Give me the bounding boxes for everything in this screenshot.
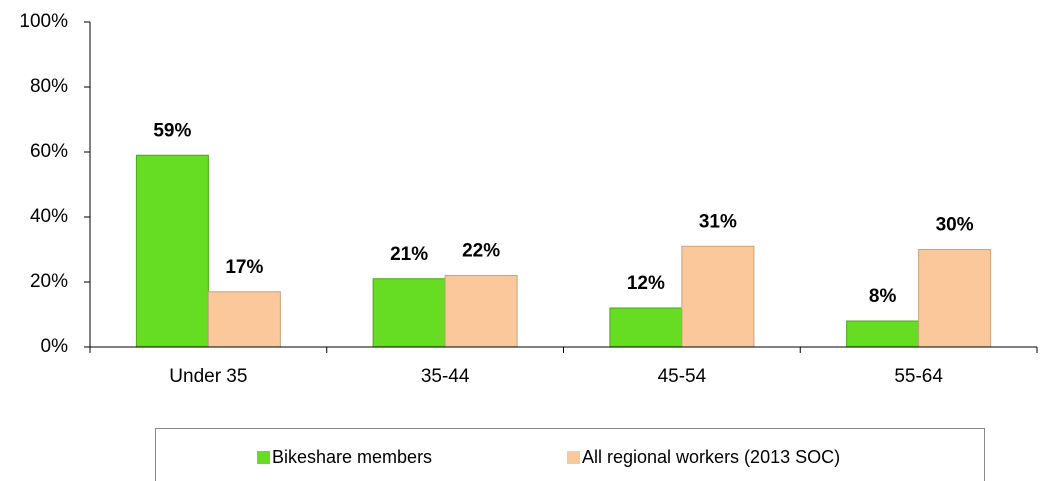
y-tick-label: 100% xyxy=(19,11,68,32)
bar xyxy=(681,245,755,348)
bar xyxy=(609,307,683,348)
y-tick-label: 0% xyxy=(41,336,69,357)
value-label: 59% xyxy=(153,120,191,141)
value-label: 8% xyxy=(869,286,897,307)
x-tick-label: 45-54 xyxy=(658,366,707,387)
legend-swatch xyxy=(257,451,270,464)
legend-label: All regional workers (2013 SOC) xyxy=(582,447,840,467)
bar xyxy=(846,320,920,348)
y-tick-label: 20% xyxy=(30,271,68,292)
y-tick-label: 40% xyxy=(30,206,68,227)
x-tick-label: 35-44 xyxy=(421,366,470,387)
bar xyxy=(444,275,518,348)
x-tick-label: 55-64 xyxy=(894,366,943,387)
value-label: 12% xyxy=(627,273,665,294)
bar xyxy=(207,291,281,348)
value-label: 31% xyxy=(699,211,737,232)
bar xyxy=(372,278,446,348)
legend-label: Bikeshare members xyxy=(272,447,432,467)
bar xyxy=(135,154,209,348)
y-tick-label: 60% xyxy=(30,141,68,162)
value-label: 30% xyxy=(936,215,974,236)
x-tick-label: Under 35 xyxy=(169,366,247,387)
legend-swatch xyxy=(567,451,580,464)
y-tick-label: 80% xyxy=(30,76,68,97)
bar xyxy=(918,249,992,348)
value-label: 22% xyxy=(462,241,500,262)
value-label: 17% xyxy=(225,257,263,278)
value-label: 21% xyxy=(390,244,428,265)
